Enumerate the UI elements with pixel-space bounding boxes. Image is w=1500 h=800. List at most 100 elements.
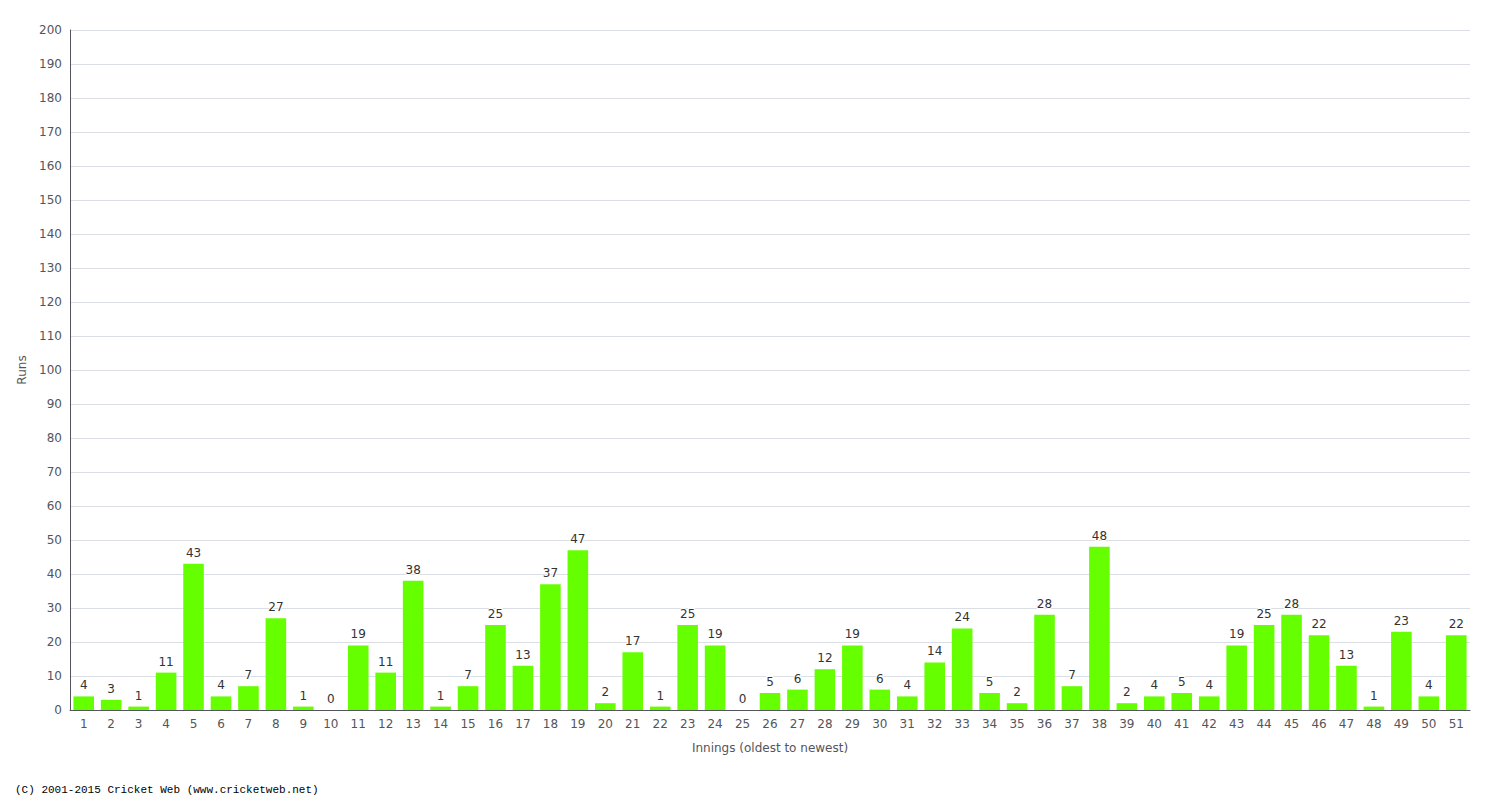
svg-text:44: 44 — [1256, 717, 1271, 731]
svg-text:1: 1 — [80, 717, 88, 731]
svg-text:41: 41 — [1174, 717, 1189, 731]
svg-text:45: 45 — [1284, 717, 1299, 731]
svg-text:11: 11 — [158, 655, 173, 669]
svg-text:7: 7 — [1068, 668, 1076, 682]
svg-text:24: 24 — [707, 717, 722, 731]
svg-text:5: 5 — [986, 675, 994, 689]
svg-text:17: 17 — [515, 717, 530, 731]
svg-text:19: 19 — [1229, 627, 1244, 641]
svg-text:50: 50 — [47, 533, 62, 547]
svg-text:1: 1 — [135, 689, 143, 703]
svg-text:49: 49 — [1394, 717, 1409, 731]
svg-text:19: 19 — [845, 627, 860, 641]
svg-text:35: 35 — [1009, 717, 1024, 731]
svg-text:200: 200 — [39, 23, 62, 37]
svg-text:47: 47 — [1339, 717, 1354, 731]
svg-text:25: 25 — [1256, 607, 1271, 621]
svg-text:160: 160 — [39, 159, 62, 173]
svg-text:37: 37 — [543, 566, 558, 580]
svg-text:46: 46 — [1311, 717, 1326, 731]
svg-text:24: 24 — [955, 610, 970, 624]
svg-text:39: 39 — [1119, 717, 1134, 731]
svg-text:170: 170 — [39, 125, 62, 139]
svg-text:2: 2 — [1013, 685, 1021, 699]
svg-text:43: 43 — [1229, 717, 1244, 731]
svg-text:16: 16 — [488, 717, 503, 731]
svg-text:43: 43 — [186, 546, 201, 560]
svg-text:Innings (oldest to newest): Innings (oldest to newest) — [692, 741, 848, 755]
svg-text:19: 19 — [351, 627, 366, 641]
svg-text:28: 28 — [817, 717, 832, 731]
svg-text:2: 2 — [107, 717, 115, 731]
svg-text:5: 5 — [190, 717, 198, 731]
svg-text:28: 28 — [1284, 597, 1299, 611]
svg-text:Runs: Runs — [15, 355, 29, 384]
svg-text:8: 8 — [272, 717, 280, 731]
svg-text:110: 110 — [39, 329, 62, 343]
svg-text:36: 36 — [1037, 717, 1052, 731]
svg-text:12: 12 — [817, 651, 832, 665]
svg-text:18: 18 — [543, 717, 558, 731]
svg-text:37: 37 — [1064, 717, 1079, 731]
svg-text:32: 32 — [927, 717, 942, 731]
svg-text:4: 4 — [217, 678, 225, 692]
svg-text:1: 1 — [300, 689, 308, 703]
svg-text:22: 22 — [653, 717, 668, 731]
svg-text:5: 5 — [1178, 675, 1186, 689]
svg-text:7: 7 — [245, 717, 253, 731]
svg-text:1: 1 — [1370, 689, 1378, 703]
svg-text:100: 100 — [39, 363, 62, 377]
svg-text:26: 26 — [762, 717, 777, 731]
svg-text:4: 4 — [903, 678, 911, 692]
svg-text:190: 190 — [39, 57, 62, 71]
svg-text:0: 0 — [327, 692, 335, 706]
svg-text:23: 23 — [680, 717, 695, 731]
svg-text:80: 80 — [47, 431, 62, 445]
svg-text:29: 29 — [845, 717, 860, 731]
svg-text:27: 27 — [790, 717, 805, 731]
svg-text:60: 60 — [47, 499, 62, 513]
svg-text:33: 33 — [955, 717, 970, 731]
svg-text:14: 14 — [927, 644, 942, 658]
svg-text:23: 23 — [1394, 614, 1409, 628]
svg-text:1: 1 — [437, 689, 445, 703]
svg-text:15: 15 — [460, 717, 475, 731]
svg-text:34: 34 — [982, 717, 997, 731]
svg-text:17: 17 — [625, 634, 640, 648]
svg-text:13: 13 — [1339, 648, 1354, 662]
svg-text:1: 1 — [656, 689, 664, 703]
svg-text:11: 11 — [351, 717, 366, 731]
svg-text:20: 20 — [47, 635, 62, 649]
svg-text:140: 140 — [39, 227, 62, 241]
svg-text:11: 11 — [378, 655, 393, 669]
svg-text:22: 22 — [1311, 617, 1326, 631]
svg-text:19: 19 — [707, 627, 722, 641]
svg-text:14: 14 — [433, 717, 448, 731]
svg-text:90: 90 — [47, 397, 62, 411]
svg-text:40: 40 — [1147, 717, 1162, 731]
svg-text:180: 180 — [39, 91, 62, 105]
svg-text:20: 20 — [598, 717, 613, 731]
svg-text:30: 30 — [47, 601, 62, 615]
svg-text:150: 150 — [39, 193, 62, 207]
svg-text:(C) 2001-2015 Cricket Web (www: (C) 2001-2015 Cricket Web (www.cricketwe… — [15, 784, 319, 796]
svg-text:22: 22 — [1449, 617, 1464, 631]
svg-text:25: 25 — [680, 607, 695, 621]
svg-text:31: 31 — [900, 717, 915, 731]
svg-text:47: 47 — [570, 532, 585, 546]
svg-text:6: 6 — [217, 717, 225, 731]
svg-text:25: 25 — [488, 607, 503, 621]
svg-text:7: 7 — [245, 668, 253, 682]
svg-text:130: 130 — [39, 261, 62, 275]
svg-text:10: 10 — [47, 669, 62, 683]
svg-text:0: 0 — [739, 692, 747, 706]
svg-text:38: 38 — [405, 563, 420, 577]
svg-text:120: 120 — [39, 295, 62, 309]
svg-text:6: 6 — [794, 672, 802, 686]
svg-text:2: 2 — [1123, 685, 1131, 699]
svg-text:48: 48 — [1092, 529, 1107, 543]
svg-text:7: 7 — [464, 668, 472, 682]
svg-text:70: 70 — [47, 465, 62, 479]
svg-text:13: 13 — [515, 648, 530, 662]
svg-text:2: 2 — [601, 685, 609, 699]
